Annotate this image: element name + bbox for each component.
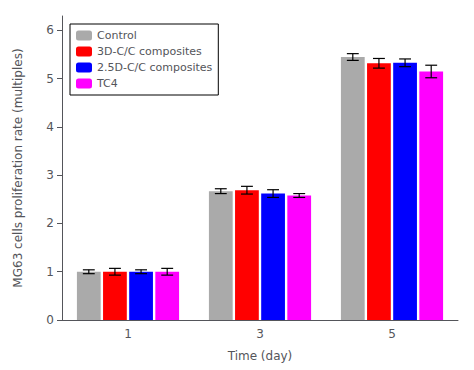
- svg-text:6: 6: [46, 23, 54, 37]
- svg-text:2: 2: [46, 216, 54, 230]
- svg-text:2.5D-C/C composites: 2.5D-C/C composites: [97, 61, 213, 74]
- svg-text:Time (day): Time (day): [227, 349, 293, 363]
- svg-text:5: 5: [46, 72, 54, 86]
- svg-text:1: 1: [46, 265, 54, 279]
- svg-text:Control: Control: [97, 29, 137, 42]
- svg-text:5: 5: [388, 327, 396, 341]
- svg-text:0: 0: [46, 313, 54, 327]
- svg-text:1: 1: [124, 327, 132, 341]
- svg-text:TC4: TC4: [96, 77, 118, 90]
- svg-text:MG63 cells proliferation rate: MG63 cells proliferation rate (multiples…: [11, 48, 25, 287]
- svg-text:3: 3: [46, 168, 54, 182]
- svg-text:3: 3: [256, 327, 264, 341]
- svg-text:4: 4: [46, 120, 54, 134]
- svg-text:3D-C/C composites: 3D-C/C composites: [97, 45, 202, 58]
